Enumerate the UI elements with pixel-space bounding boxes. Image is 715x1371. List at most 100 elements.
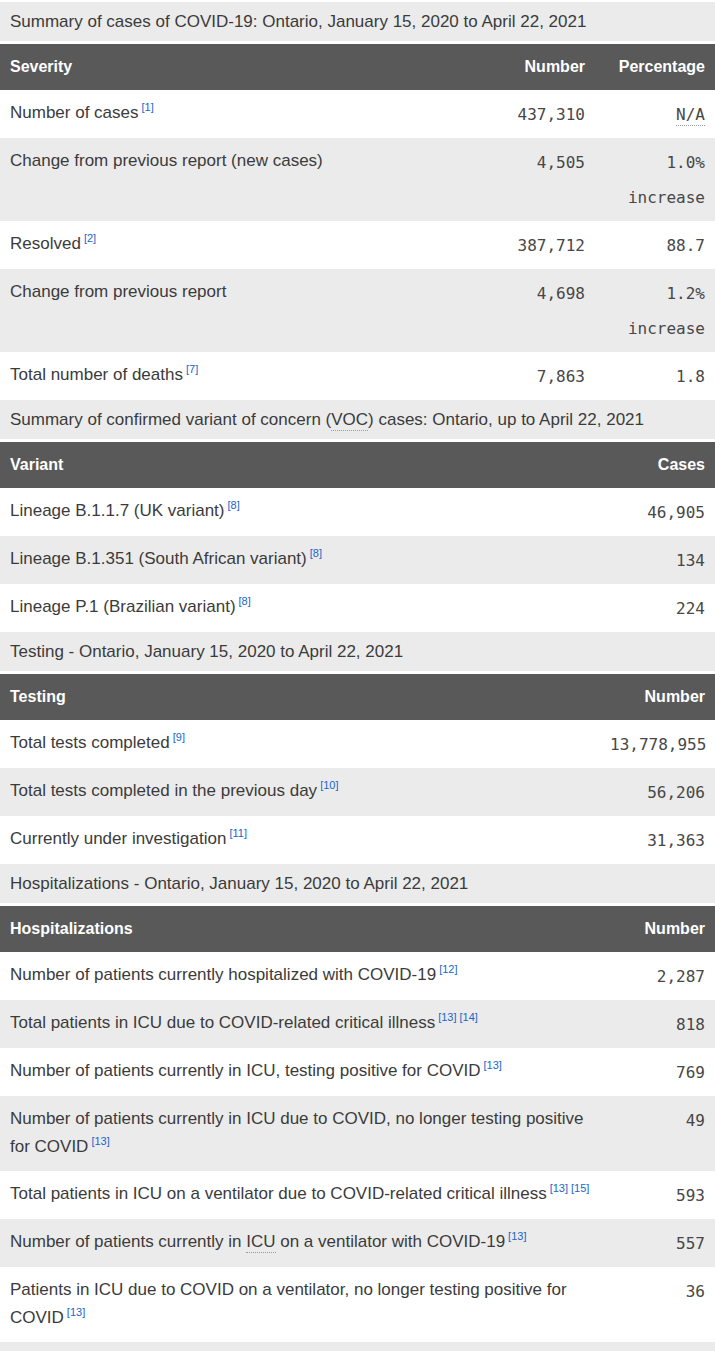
value-text: 88.7 — [605, 232, 705, 259]
table-row: Total tests completed in the previous da… — [0, 768, 715, 816]
footnote-link[interactable]: [8] — [310, 547, 322, 559]
footnote-link[interactable]: [11] — [229, 827, 247, 839]
row-label-cell: Resolved[2] — [0, 221, 485, 269]
cell-value: 437,310 — [485, 90, 595, 138]
abbr-term: VOC — [331, 410, 368, 431]
table-row: Total number of deaths[7]7,8631.8 — [0, 352, 715, 400]
data-table-hospitalizations: HospitalizationsNumber Number of patients… — [0, 906, 715, 1342]
row-label: Number of cases — [10, 103, 139, 122]
table-row: Total patients in ICU due to COVID-relat… — [0, 1000, 715, 1048]
footnote-link[interactable]: [2] — [84, 232, 96, 244]
table-row: Number of patients currently in ICU, tes… — [0, 1048, 715, 1096]
footnote-ref: [10] — [320, 779, 338, 791]
footnote-link[interactable]: [13] — [438, 1011, 456, 1023]
column-header-number: Number — [600, 906, 715, 952]
value-text: 1.8 — [605, 363, 705, 390]
cell-value: 593 — [600, 1171, 715, 1219]
value-text: 4,698 — [495, 280, 585, 307]
value-text: 769 — [610, 1059, 705, 1086]
table-row: Number of cases[1]437,310N/A — [0, 90, 715, 138]
column-header-number: Number — [600, 674, 715, 720]
cell-value: N/A — [595, 90, 715, 138]
footnote-ref: [13] — [508, 1230, 526, 1242]
row-label: Number of patients currently hospitalize… — [10, 965, 436, 984]
footnote-link[interactable]: [13] — [484, 1059, 502, 1071]
footnote-ref: [15] — [571, 1182, 589, 1194]
table-row: Number of patients currently hospitalize… — [0, 952, 715, 1000]
cell-value: 769 — [600, 1048, 715, 1096]
table-row: Change from previous report (new cases)4… — [0, 138, 715, 221]
footnote-link[interactable]: [10] — [320, 779, 338, 791]
data-table-testing: TestingNumberTotal tests completed[9]13,… — [0, 674, 715, 864]
section-caption-testing: Testing - Ontario, January 15, 2020 to A… — [0, 632, 715, 671]
value-text: 593 — [610, 1182, 705, 1209]
abbr-term: N/A — [676, 105, 705, 126]
footnote-link[interactable]: [7] — [186, 363, 198, 375]
cell-value: 36 — [600, 1267, 715, 1342]
cell-value: 4,505 — [485, 138, 595, 221]
value-text: 56,206 — [610, 779, 705, 806]
row-label: Number of patients currently in ICU on a… — [10, 1232, 505, 1253]
column-header-number: Number — [485, 44, 595, 90]
footnote-link[interactable]: [13] — [550, 1182, 568, 1194]
value-note: increase — [605, 315, 705, 342]
value-text: 1.2% — [605, 280, 705, 307]
row-label: Total tests completed — [10, 733, 170, 752]
footnote-link[interactable]: [8] — [239, 595, 251, 607]
row-label-cell: Lineage B.1.1.7 (UK variant)[8] — [0, 488, 600, 536]
row-label: Total patients in ICU due to COVID-relat… — [10, 1013, 435, 1032]
footnote-link[interactable]: [13] — [67, 1306, 85, 1318]
row-label-cell: Number of patients currently in ICU due … — [0, 1096, 600, 1171]
row-label-cell: Lineage B.1.351 (South African variant)[… — [0, 536, 600, 584]
table-row: Resolved[2]387,71288.7 — [0, 221, 715, 269]
covid-summary-report: Summary of cases of COVID-19: Ontario, J… — [0, 2, 715, 1342]
column-header-hospitalizations: Hospitalizations — [0, 906, 600, 952]
cell-value: 88.7 — [595, 221, 715, 269]
row-label-cell: Total patients in ICU on a ventilator du… — [0, 1171, 600, 1219]
value-text: 46,905 — [610, 499, 705, 526]
value-text: 36 — [610, 1278, 705, 1305]
cell-value: 4,698 — [485, 269, 595, 352]
footnote-link[interactable]: [14] — [460, 1011, 478, 1023]
table-row: Change from previous report 4,698 1.2% incr… — [0, 269, 715, 352]
column-header-variant: Variant — [0, 442, 600, 488]
cell-value: 224 — [600, 584, 715, 632]
value-text: 1.0% — [605, 149, 705, 176]
footnote-link[interactable]: [9] — [173, 731, 185, 743]
footnote-ref: [7] — [186, 363, 198, 375]
row-label: Total number of deaths — [10, 365, 183, 384]
row-label: Lineage P.1 (Brazilian variant) — [10, 597, 236, 616]
footnote-link[interactable]: [12] — [439, 963, 457, 975]
cell-value: 2,287 — [600, 952, 715, 1000]
row-label: Currently under investigation — [10, 829, 226, 848]
footnote-ref: [13] — [91, 1135, 109, 1147]
footnote-link[interactable]: [15] — [571, 1182, 589, 1194]
cell-value: 1.8 — [595, 352, 715, 400]
footnote-link[interactable]: [1] — [142, 101, 154, 113]
row-label: Total tests completed in the previous da… — [10, 781, 317, 800]
header-row: SeverityNumberPercentage — [0, 44, 715, 90]
row-label-cell: Number of cases[1] — [0, 90, 485, 138]
footnote-ref: [2] — [84, 232, 96, 244]
footnote-ref: [11] — [229, 827, 247, 839]
data-table-variant: VariantCasesLineage B.1.1.7 (UK variant)… — [0, 442, 715, 632]
footnote-ref: [1] — [142, 101, 154, 113]
row-label: Resolved — [10, 234, 81, 253]
footnote-ref: [14] — [460, 1011, 478, 1023]
value-text: 818 — [610, 1011, 705, 1038]
row-label: Change from previous report — [10, 282, 226, 301]
row-label-cell: Change from previous report (new cases) — [0, 138, 485, 221]
footnote-link[interactable]: [8] — [228, 499, 240, 511]
header-row: TestingNumber — [0, 674, 715, 720]
row-label-cell: Patients in ICU due to COVID on a ventil… — [0, 1267, 600, 1342]
column-header-severity: Severity — [0, 44, 485, 90]
footnote-link[interactable]: [13] — [508, 1230, 526, 1242]
footnote-link[interactable]: [13] — [91, 1135, 109, 1147]
row-label-cell: Number of patients currently hospitalize… — [0, 952, 600, 1000]
abbr-term: ICU — [246, 1232, 275, 1253]
row-label-cell: Number of patients currently in ICU on a… — [0, 1219, 600, 1267]
cell-value: 818 — [600, 1000, 715, 1048]
value-text: 2,287 — [610, 963, 705, 990]
value-text: 49 — [610, 1107, 705, 1134]
row-label: Patients in ICU due to COVID on a ventil… — [10, 1280, 567, 1327]
